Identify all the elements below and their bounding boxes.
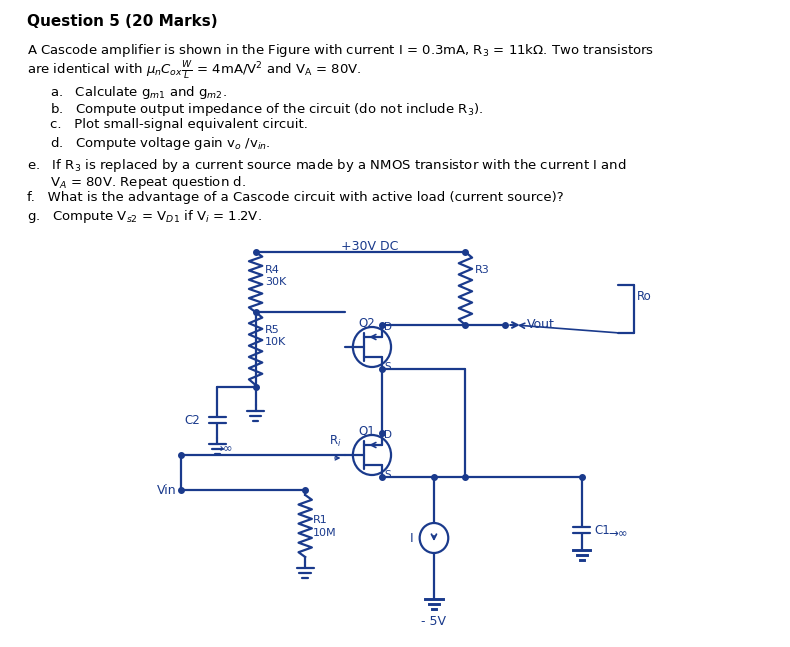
Text: →∞: →∞ bbox=[213, 441, 233, 454]
Text: V$_A$ = 80V. Repeat question d.: V$_A$ = 80V. Repeat question d. bbox=[50, 174, 246, 191]
Text: R$_i$: R$_i$ bbox=[329, 433, 342, 448]
Text: →∞: →∞ bbox=[608, 527, 628, 540]
Text: 30K: 30K bbox=[265, 277, 287, 287]
Text: C2: C2 bbox=[185, 413, 201, 426]
Text: c.   Plot small-signal equivalent circuit.: c. Plot small-signal equivalent circuit. bbox=[50, 118, 307, 131]
Text: R3: R3 bbox=[475, 265, 490, 275]
Text: C1: C1 bbox=[594, 523, 610, 536]
Text: 10K: 10K bbox=[265, 337, 287, 347]
Text: D: D bbox=[385, 430, 393, 440]
Text: g.   Compute V$_{s2}$ = V$_{D1}$ if V$_i$ = 1.2V.: g. Compute V$_{s2}$ = V$_{D1}$ if V$_i$ … bbox=[27, 208, 261, 225]
Text: I: I bbox=[409, 531, 413, 545]
Text: a.   Calculate g$_{m1}$ and g$_{m2}$.: a. Calculate g$_{m1}$ and g$_{m2}$. bbox=[50, 84, 227, 101]
Text: e.   If R$_3$ is replaced by a current source made by a NMOS transistor with the: e. If R$_3$ is replaced by a current sou… bbox=[27, 157, 626, 174]
Text: Q1: Q1 bbox=[359, 424, 375, 437]
Text: Ro: Ro bbox=[637, 289, 652, 303]
Text: R1: R1 bbox=[313, 515, 328, 525]
Text: R5: R5 bbox=[265, 325, 280, 335]
Text: +30V DC: +30V DC bbox=[341, 240, 399, 253]
Text: A Cascode amplifier is shown in the Figure with current I = 0.3mA, R$_3$ = 11k$\: A Cascode amplifier is shown in the Figu… bbox=[27, 42, 654, 59]
Text: - 5V: - 5V bbox=[421, 615, 446, 628]
Text: D: D bbox=[385, 322, 393, 332]
Text: R4: R4 bbox=[265, 265, 280, 275]
Text: d.   Compute voltage gain v$_o$ /v$_{in}$.: d. Compute voltage gain v$_o$ /v$_{in}$. bbox=[50, 135, 270, 152]
Text: f.   What is the advantage of a Cascode circuit with active load (current source: f. What is the advantage of a Cascode ci… bbox=[27, 191, 563, 204]
Text: S: S bbox=[385, 362, 391, 372]
Text: are identical with $\mu_n C_{ox} \frac{W}{L}$ = 4mA/V$^2$ and V$_{\rm A}$ = 80V.: are identical with $\mu_n C_{ox} \frac{W… bbox=[27, 60, 361, 82]
Text: Question 5 (20 Marks): Question 5 (20 Marks) bbox=[27, 14, 217, 29]
Text: Vout: Vout bbox=[526, 318, 555, 331]
Text: Q2: Q2 bbox=[359, 316, 375, 329]
Text: b.   Compute output impedance of the circuit (do not include R$_3$).: b. Compute output impedance of the circu… bbox=[50, 101, 483, 118]
Text: 10M: 10M bbox=[313, 528, 337, 538]
Text: S: S bbox=[385, 470, 391, 480]
Text: Vin: Vin bbox=[157, 483, 176, 496]
